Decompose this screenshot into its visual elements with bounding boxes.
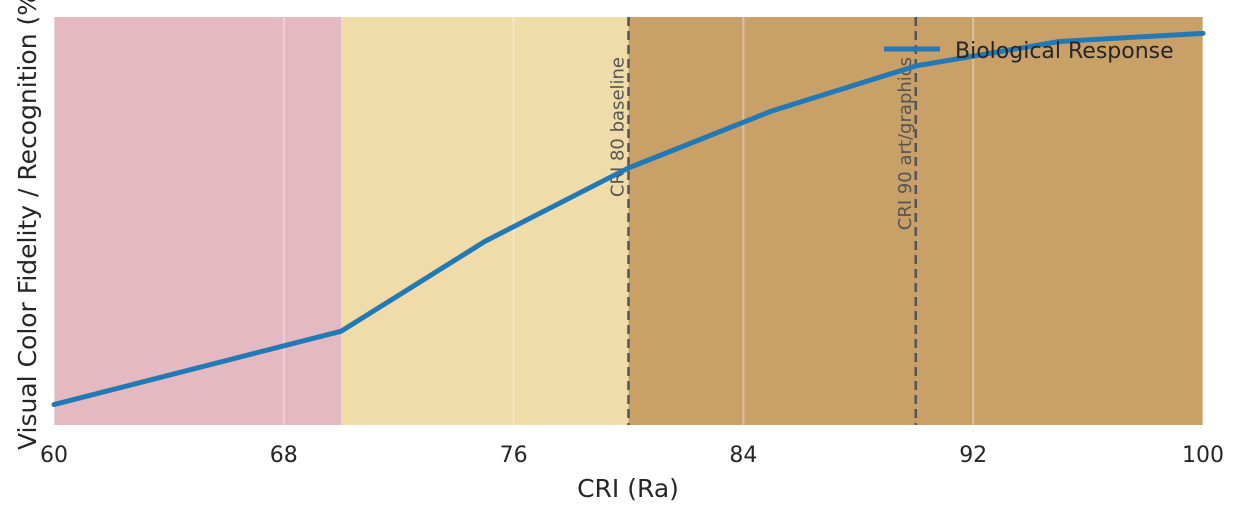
reference-label-cri-90-art-graphics: CRI 90 art/graphics — [895, 57, 916, 230]
x-tick-label-84: 84 — [729, 443, 757, 468]
grid-lines — [53, 17, 1204, 425]
x-tick-label-92: 92 — [959, 443, 987, 468]
x-tick-labels: 60 68 76 84 92 100 — [40, 443, 1224, 468]
y-axis-label: Visual Color Fidelity / Recognition (% — [13, 0, 42, 450]
reference-lines: CRI 80 baseline CRI 90 art/graphics — [608, 17, 917, 425]
series-line-biological-response — [51, 30, 1206, 408]
shaded-regions — [54, 17, 1203, 425]
legend-label-biological-response: Biological Response — [955, 39, 1174, 64]
region-0 — [54, 17, 342, 425]
region-1 — [341, 17, 629, 425]
legend: Biological Response — [884, 39, 1174, 64]
x-tick-label-76: 76 — [500, 443, 528, 468]
series-lines — [51, 30, 1206, 408]
x-tick-label-68: 68 — [270, 443, 298, 468]
x-tick-label-60: 60 — [40, 443, 68, 468]
x-tick-label-100: 100 — [1182, 443, 1224, 468]
reference-label-cri-80-baseline: CRI 80 baseline — [608, 57, 629, 197]
x-axis-label: CRI (Ra) — [577, 474, 679, 503]
